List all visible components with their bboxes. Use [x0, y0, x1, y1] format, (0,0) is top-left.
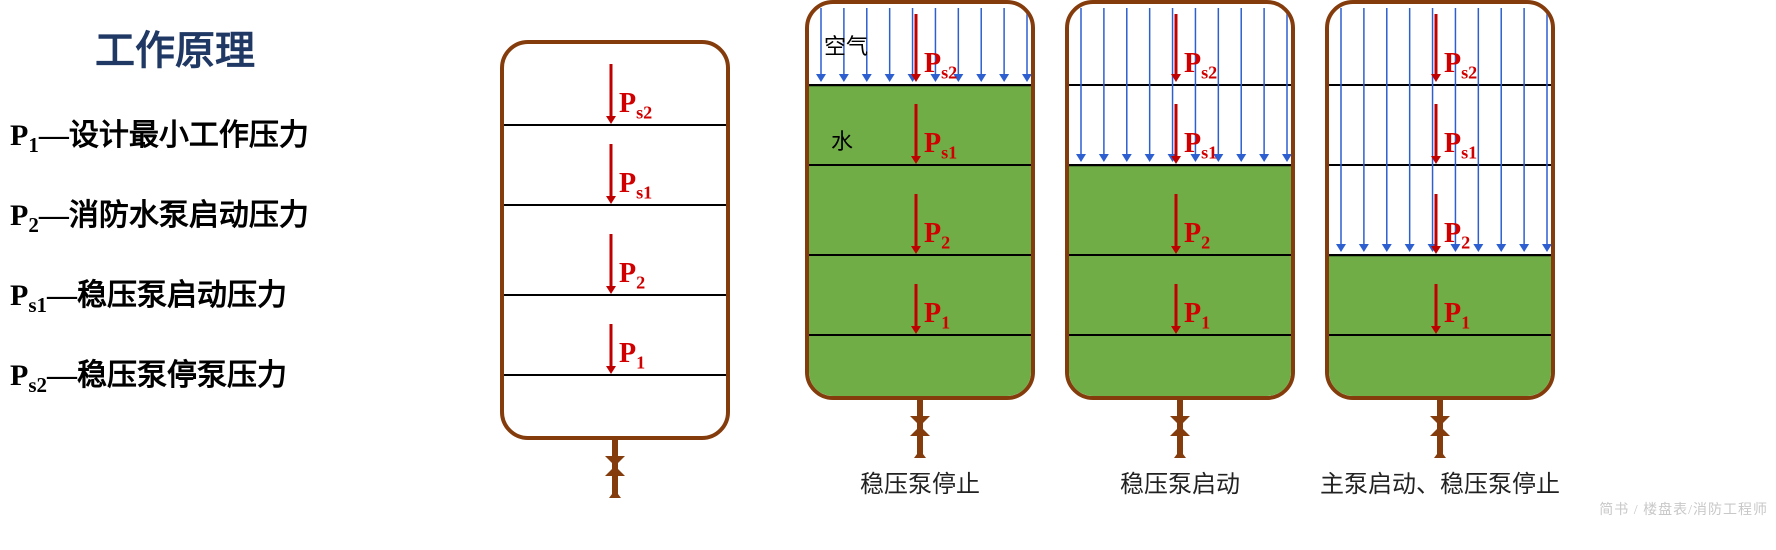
- valve-icon: [1325, 398, 1555, 462]
- pressure-label: P2: [1184, 218, 1210, 254]
- legend-item: P2—消防水泵启动压力: [10, 190, 309, 238]
- level-line: [504, 294, 726, 296]
- tank-4: Ps2Ps1P2P1主泵启动、稳压泵停止: [1325, 0, 1555, 510]
- pressure-label: Ps1: [619, 168, 652, 204]
- tank-caption: 稳压泵启动: [1120, 464, 1240, 499]
- tank-caption: 稳压泵停止: [860, 464, 980, 499]
- pressure-label: Ps2: [619, 88, 652, 124]
- tank-2: Ps2 Ps1 P2 P1 空气水稳压泵停止: [805, 0, 1035, 510]
- pressure-label: Ps1: [1184, 128, 1217, 164]
- pressure-label: P1: [619, 338, 645, 374]
- tank-arrows: [504, 44, 730, 440]
- watermark: 简书 / 楼盘表/消防工程师: [1599, 499, 1768, 519]
- pressure-label: P1: [1184, 298, 1210, 334]
- legend-item: P1—设计最小工作压力: [10, 110, 309, 158]
- pressure-label: Ps2: [1184, 48, 1217, 84]
- pressure-label: P1: [1444, 298, 1470, 334]
- water-label: 水: [831, 124, 853, 156]
- level-line: [1069, 254, 1291, 256]
- tank-3: Ps2 Ps1 P2 P1 稳压泵启动: [1065, 0, 1295, 510]
- level-line: [809, 334, 1031, 336]
- pressure-label: P1: [924, 298, 950, 334]
- level-line: [1329, 84, 1551, 86]
- tank-caption: 主泵启动、稳压泵停止: [1320, 464, 1560, 499]
- pressure-label: Ps2: [924, 48, 957, 84]
- level-line: [504, 124, 726, 126]
- water-fill: [1329, 254, 1551, 396]
- level-line: [809, 254, 1031, 256]
- pressure-label: Ps2: [1444, 48, 1477, 84]
- level-line: [1329, 254, 1551, 256]
- valve-icon: [500, 438, 730, 502]
- pressure-label: P2: [619, 258, 645, 294]
- tank-1: Ps2 Ps1 P2 P1: [500, 40, 730, 550]
- level-line: [504, 374, 726, 376]
- level-line: [809, 84, 1031, 86]
- level-line: [504, 204, 726, 206]
- legend-item: Ps2—稳压泵停泵压力: [10, 350, 287, 398]
- level-line: [1069, 334, 1291, 336]
- tank-vessel: Ps2 Ps1 P2 P1 空气水: [805, 0, 1035, 400]
- level-line: [1069, 84, 1291, 86]
- page-title: 工作原理: [95, 18, 255, 76]
- level-line: [1069, 164, 1291, 166]
- tank-vessel: Ps2 Ps1 P2 P1: [1325, 0, 1555, 400]
- level-line: [809, 164, 1031, 166]
- tank-vessel: Ps2 Ps1 P2 P1: [1065, 0, 1295, 400]
- air-label: 空气: [824, 29, 868, 61]
- legend-item: Ps1—稳压泵启动压力: [10, 270, 287, 318]
- water-fill: [1069, 164, 1291, 396]
- level-line: [1329, 334, 1551, 336]
- valve-icon: [805, 398, 1035, 462]
- valve-icon: [1065, 398, 1295, 462]
- level-line: [1329, 164, 1551, 166]
- pressure-label: Ps1: [1444, 128, 1477, 164]
- pressure-label: P2: [1444, 218, 1470, 254]
- pressure-label: P2: [924, 218, 950, 254]
- pressure-label: Ps1: [924, 128, 957, 164]
- tank-vessel: Ps2 Ps1 P2 P1: [500, 40, 730, 440]
